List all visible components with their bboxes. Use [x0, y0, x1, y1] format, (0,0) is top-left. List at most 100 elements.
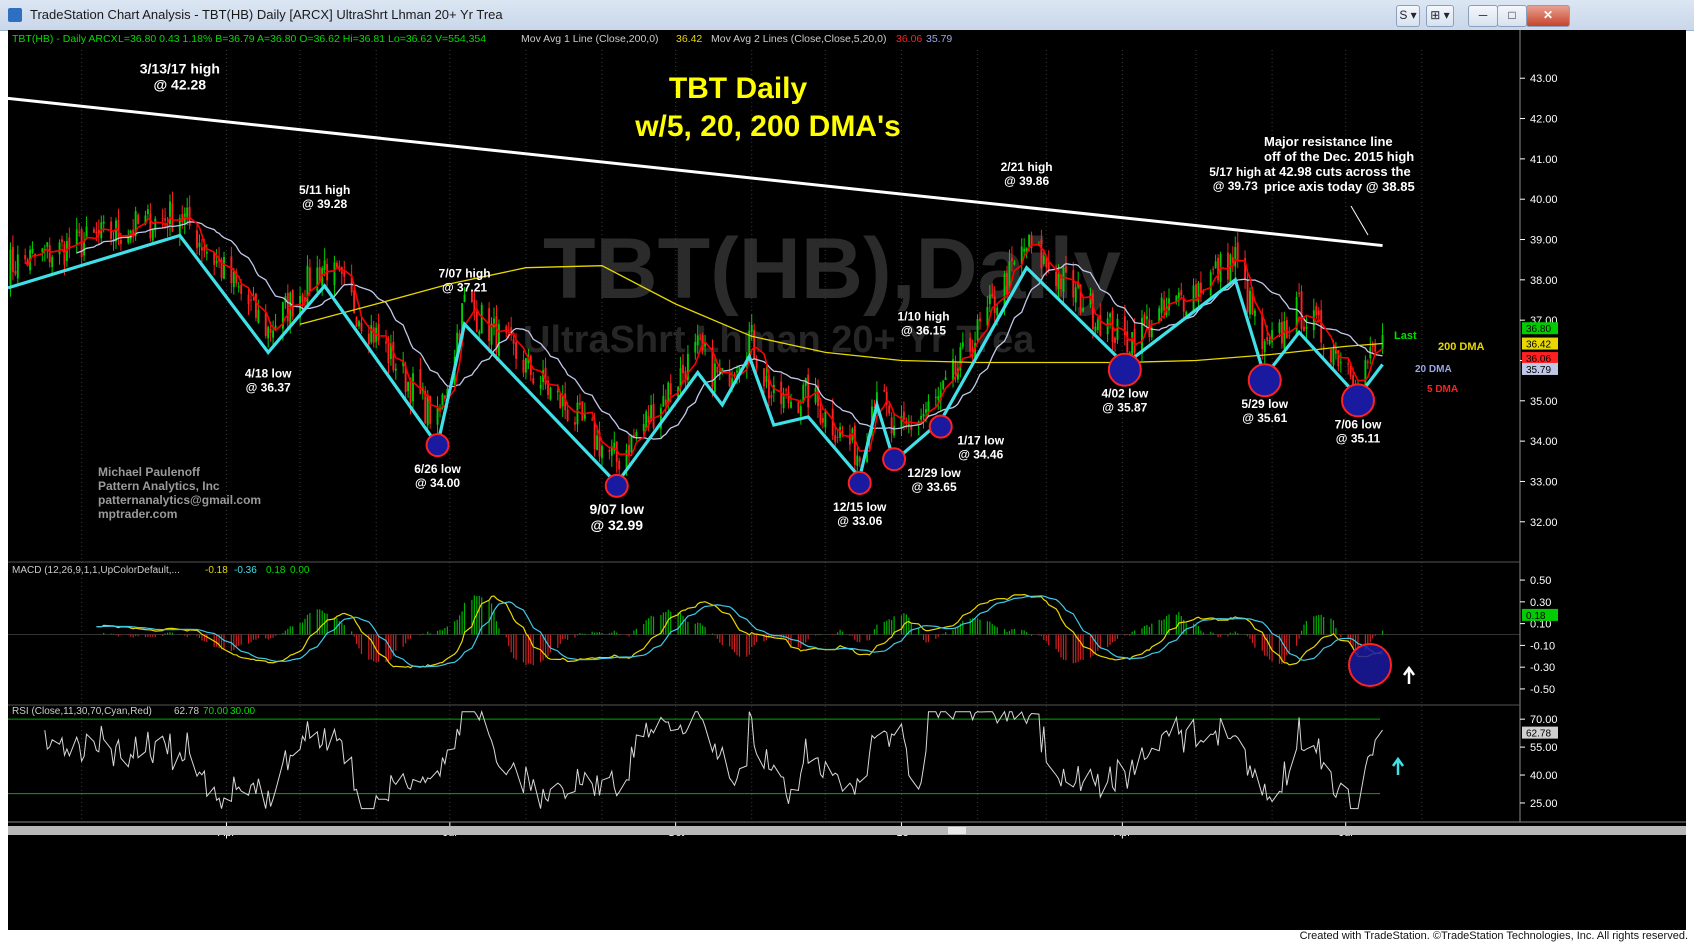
candle-body: [1347, 363, 1350, 365]
candle-body: [1197, 282, 1200, 302]
price-annotation: 6/26 low: [414, 462, 461, 476]
candle-body: [198, 242, 201, 248]
price-tag: [1522, 337, 1558, 350]
candle-body: [1030, 235, 1033, 249]
price-tag-label: 35.79: [1526, 365, 1551, 376]
candle-body: [628, 445, 630, 457]
candle-body: [409, 377, 412, 403]
candle-body: [237, 286, 240, 288]
candle-body: [1263, 341, 1266, 352]
candle-body: [1371, 344, 1374, 347]
candle-body: [169, 201, 171, 225]
close-button[interactable]: ✕: [1526, 5, 1570, 27]
price-tick-label: 41.00: [1530, 154, 1558, 166]
chart-svg[interactable]: TBT(HB) - Daily ARCX L=36.80 0.43 1.18% …: [7, 30, 1686, 930]
layout-menu-button[interactable]: ⊞ ▾: [1426, 5, 1454, 27]
candle-body: [630, 435, 633, 453]
price-tag: [1522, 352, 1558, 365]
resistance-note-2: off of the Dec. 2015 high: [1264, 149, 1414, 164]
candle-body: [701, 335, 704, 351]
low-circle: [882, 447, 907, 472]
candle-body: [647, 416, 650, 423]
candle-body: [291, 290, 294, 317]
candle-body: [920, 415, 923, 420]
price-tick-label: 40.00: [1530, 194, 1558, 206]
candle-body: [495, 316, 498, 353]
candle-body: [61, 239, 63, 243]
chart-area[interactable]: TBT(HB) - Daily ARCX L=36.80 0.43 1.18% …: [7, 30, 1686, 930]
low-circle: [928, 414, 953, 439]
candle-body: [802, 384, 805, 403]
candle-body: [797, 402, 800, 413]
candle-body: [443, 395, 446, 399]
candle-body: [1160, 297, 1163, 313]
price-annotation: 9/07 low: [589, 501, 644, 517]
price-annotation: @ 39.86: [1004, 174, 1049, 188]
candle-body: [1366, 361, 1369, 363]
low-circle: [847, 471, 872, 496]
candle-body: [522, 359, 525, 373]
candle-body: [58, 242, 61, 255]
candle-body: [1364, 360, 1367, 390]
candle-body: [137, 214, 140, 224]
candle-body: [127, 236, 130, 243]
candle-body: [95, 231, 98, 234]
candle-body: [1234, 247, 1237, 267]
price-tick-label: 34.00: [1530, 436, 1558, 448]
candle-body: [858, 457, 861, 462]
low-circle: [604, 473, 629, 498]
headline-line2: w/5, 20, 200 DMA's: [634, 110, 901, 143]
candle-body: [578, 402, 581, 405]
candle-body: [497, 324, 500, 356]
minimize-button[interactable]: ─: [1468, 5, 1498, 27]
price-annotation: 7/06 low: [1335, 417, 1382, 431]
candle-body: [532, 378, 535, 384]
candle-body: [1315, 306, 1318, 316]
price-tick-label: 39.00: [1530, 235, 1558, 247]
candle-body: [721, 368, 724, 370]
maximize-button[interactable]: □: [1497, 5, 1527, 27]
rsi-value-3: 30.00: [230, 706, 255, 717]
candle-body: [731, 378, 734, 389]
candle-body: [424, 391, 427, 424]
price-annotation: 5/29 low: [1241, 397, 1288, 411]
low-circle: [1247, 363, 1282, 398]
candle-body: [873, 406, 876, 408]
candle-body: [132, 229, 135, 235]
price-annotation: @ 39.28: [302, 197, 347, 211]
candle-body: [1045, 257, 1048, 268]
candle-body: [48, 245, 51, 263]
candle-body: [650, 405, 653, 422]
candle-body: [308, 267, 311, 292]
candle-body: [196, 230, 198, 249]
candle-body: [78, 231, 81, 233]
candle-body: [1280, 321, 1283, 344]
candle-body: [1317, 310, 1320, 316]
candle-body: [1212, 268, 1215, 270]
candle-body: [817, 385, 819, 406]
candle-body: [728, 371, 731, 387]
candle-body: [355, 317, 358, 327]
candle-body: [274, 325, 277, 328]
candle-body: [848, 434, 851, 445]
candle-body: [679, 368, 682, 388]
candle-body: [367, 333, 370, 345]
candle-body: [1025, 247, 1028, 254]
candle-body: [716, 366, 719, 373]
candle-body: [304, 297, 306, 303]
symbol-link-button[interactable]: S ▾: [1396, 5, 1420, 27]
candle-body: [203, 246, 206, 251]
candle-body: [343, 271, 346, 277]
candle-body: [748, 330, 751, 356]
chart-background: [8, 30, 1686, 930]
candle-body: [1251, 290, 1254, 315]
author-email: patternanalytics@gmail.com: [98, 493, 261, 507]
price-annotation: @ 37.21: [442, 281, 487, 295]
candle-body: [581, 401, 584, 421]
candle-body: [200, 247, 203, 251]
candle-body: [1020, 246, 1023, 265]
price-axis: 43.0042.0041.0040.0039.0038.0037.0036.00…: [8, 30, 1686, 930]
author-company: Pattern Analytics, Inc: [98, 479, 220, 493]
candle-body: [610, 446, 613, 456]
candle-body: [1175, 295, 1178, 302]
